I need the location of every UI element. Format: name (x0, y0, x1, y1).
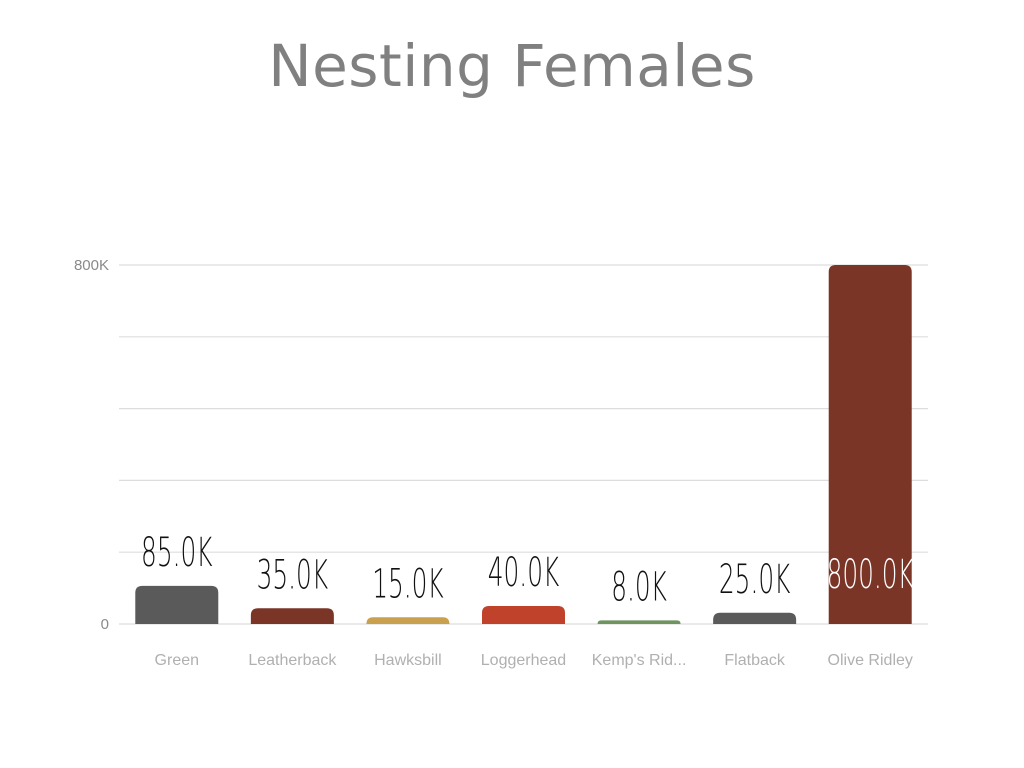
x-tick-label: Hawksbill (374, 652, 442, 669)
y-axis: 0 800K (74, 257, 109, 633)
x-axis: Green Leatherback Hawksbill Loggerhead Kemp'… (155, 652, 913, 669)
bar (597, 620, 681, 624)
x-tick-label: Kemp's Rid... (592, 652, 687, 669)
bar (713, 612, 797, 624)
data-label: 800.0K (827, 551, 914, 598)
chart-title: Nesting Females (268, 32, 756, 100)
bar (366, 617, 450, 624)
data-label: 8.0K (611, 563, 667, 610)
bar (482, 606, 565, 624)
bars (135, 265, 912, 624)
x-tick-label: Olive Ridley (828, 652, 913, 669)
data-label: 15.0K (372, 560, 444, 607)
bar (828, 265, 912, 624)
x-tick-label: Green (155, 652, 199, 669)
data-label: 40.0K (488, 549, 560, 596)
data-label: 35.0K (257, 551, 329, 598)
bar (250, 608, 334, 624)
y-tick-label: 0 (101, 616, 109, 633)
bar (135, 585, 219, 624)
data-label: 25.0K (719, 556, 791, 603)
data-label: 85.0K (141, 529, 213, 576)
y-tick-label: 800K (74, 257, 109, 274)
data-labels: 85.0K 35.0K 15.0K 40.0K 8.0K 25.0K 800.0K (141, 529, 914, 610)
x-tick-label: Loggerhead (481, 652, 566, 669)
x-tick-label: Leatherback (248, 652, 337, 669)
x-tick-label: Flatback (724, 652, 785, 669)
